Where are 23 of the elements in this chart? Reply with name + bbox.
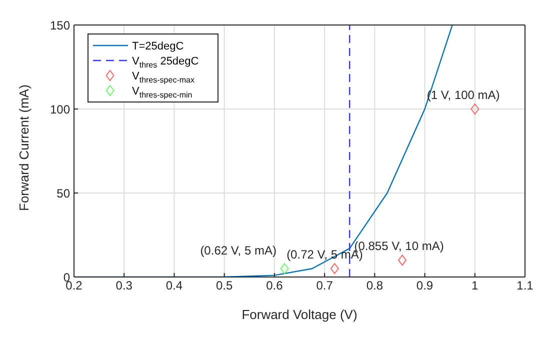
x-tick-label: 0.3 bbox=[116, 278, 133, 293]
x-tick-label: 0.4 bbox=[166, 278, 183, 293]
point bbox=[280, 263, 289, 274]
x-tick-label: 0.9 bbox=[416, 278, 434, 293]
annotation: (0.62 V, 5 mA) bbox=[200, 244, 276, 258]
x-tick-label: 0.5 bbox=[216, 278, 233, 293]
y-axis-title: Forward Current (mA) bbox=[16, 84, 32, 211]
x-axis-title: Forward Voltage (V) bbox=[242, 307, 358, 322]
legend-label: T=25degC bbox=[132, 40, 184, 52]
point bbox=[398, 254, 406, 266]
legend-label: V$_{thres-spec-max}$ bbox=[132, 70, 194, 84]
x-tick-label: 0.7 bbox=[316, 278, 334, 293]
point bbox=[330, 263, 339, 274]
y-tick-label: 50 bbox=[56, 186, 70, 200]
legend-label: V$_{thres-spec-min}$ bbox=[132, 86, 192, 100]
y-tick-label: 150 bbox=[50, 18, 70, 32]
x-tick-label: 0.6 bbox=[266, 278, 284, 293]
x-tick-label: 0.8 bbox=[366, 278, 384, 293]
x-tick-label: 1.1 bbox=[516, 278, 534, 293]
legend-label: V$_{thres}$ 25degC bbox=[132, 56, 199, 70]
y-tick-label: 100 bbox=[50, 102, 70, 116]
point bbox=[470, 104, 480, 114]
x-tick-label: 1 bbox=[472, 278, 479, 293]
